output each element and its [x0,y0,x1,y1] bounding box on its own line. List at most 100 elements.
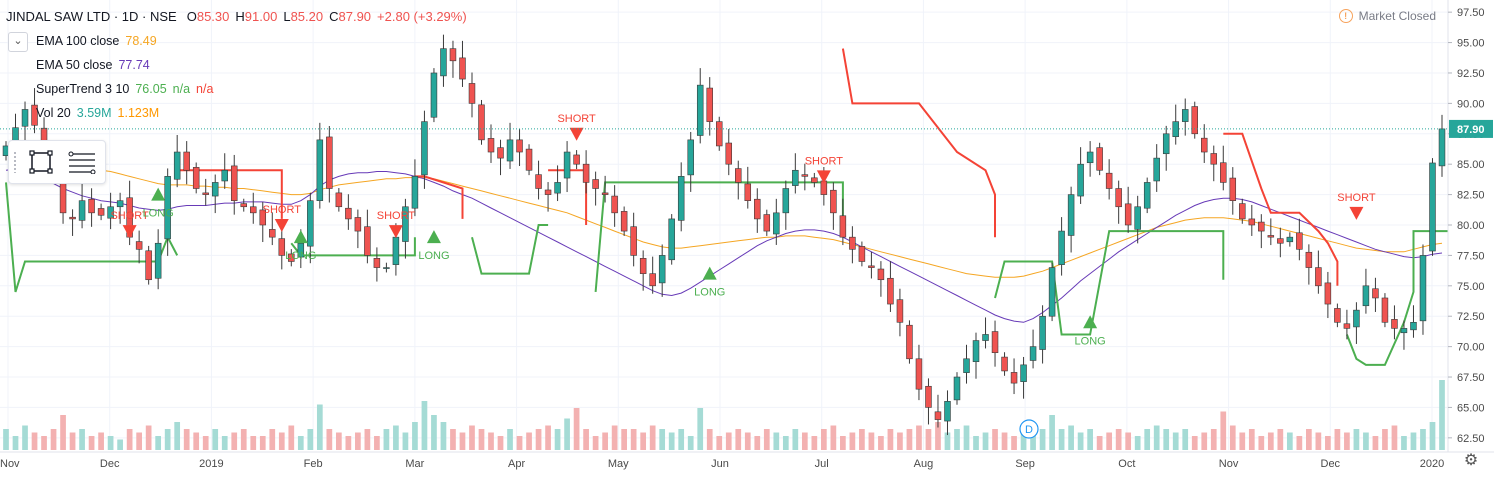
symbol-title[interactable]: JINDAL SAW LTD · 1D · NSE [6,9,177,24]
candle [839,198,847,246]
legend-volume[interactable]: Vol 20 3.59M 1.123M [36,107,165,120]
candle-body [744,183,752,201]
volume-bar [1286,432,1293,450]
candle [345,194,352,230]
candle-body [288,253,295,262]
candle-body [1010,372,1018,384]
market-status[interactable]: ! Market Closed [1338,9,1436,23]
volume-bar [1382,429,1388,450]
candle [354,209,362,249]
legend-ema50[interactable]: EMA 50 close 77.74 [36,59,156,72]
candle [221,153,228,189]
volume-bar [773,432,780,450]
candle [468,72,476,118]
price-axis[interactable]: 62.50 65.00 67.50 70.00 72.50 75.00 77.50 80.00… [1447,0,1494,474]
time-tick-label: Apr [508,458,525,470]
candle-body [1334,308,1341,323]
candle [278,227,286,270]
candle [135,230,143,264]
candle [145,245,152,285]
volume-bar [1096,436,1103,450]
price-tick-label: 80.00 [1457,220,1485,232]
time-tick-label: May [608,458,629,470]
candle-body [97,208,105,216]
candle-body [1191,106,1198,135]
volume-bar [1144,429,1151,450]
candle [1286,232,1294,247]
ema50-line [5,168,1443,323]
drag-handle-icon[interactable] [13,151,17,173]
candle [849,226,856,264]
candle [183,141,190,185]
time-tick-label: Dec [100,458,120,470]
volume-bar [1296,436,1303,450]
volume-bar [611,425,618,450]
legend-ema100[interactable]: EMA 100 close 78.49 [36,35,163,48]
time-tick-label: 2019 [199,458,223,470]
volume-bar [136,432,142,450]
legend-supertrend[interactable]: SuperTrend 3 10 76.05 n/a n/a [36,83,219,96]
volume-bar [535,429,542,450]
candle [478,99,485,145]
price-tick-label: 67.50 [1457,372,1485,384]
collapse-legend-button[interactable]: ⌄ [8,32,28,52]
volume-bar [678,429,685,450]
candle-body [801,174,809,177]
ohlc-open-label: O [186,9,197,24]
volume-bar [1334,429,1341,450]
candle [192,162,200,194]
ema100-line [6,151,1443,278]
volume-value-1: 3.59M [76,106,112,120]
volume-bar [1210,429,1217,450]
candle-body [164,176,171,240]
market-status-label: Market Closed [1358,9,1436,23]
symbol-header: JINDAL SAW LTD · 1D · NSE O 85.30 H 91.0… [6,10,473,23]
candle-body [1267,235,1275,238]
candle-body [525,148,533,171]
price-tick-label: 85.00 [1457,159,1485,171]
candle-body [1362,285,1370,307]
candle-body [563,151,571,179]
volume-bar [231,432,238,450]
volume-bar [716,436,723,450]
candle-body [335,192,343,208]
price-tick-label: 72.50 [1457,311,1485,323]
time-tick-label: Nov [1219,458,1239,470]
volume-bar [1030,432,1036,450]
rectangle-tool-icon[interactable] [29,150,53,174]
candle-body [392,236,400,265]
dividend-marker[interactable]: D [1019,419,1039,439]
candle [1210,145,1218,182]
candle-body [906,324,913,360]
volume-bar [1125,432,1132,450]
candle [896,288,904,337]
candle [1362,268,1370,314]
gear-icon[interactable]: ⚙ [1463,452,1479,469]
volume-bar [630,429,637,450]
candle-body [658,255,666,284]
candle [1391,305,1398,340]
candles[interactable] [2,34,1446,436]
candle [164,168,171,256]
ohlc-low-value: 85.20 [290,9,324,24]
time-tick-label: Feb [304,458,323,470]
horizontal-lines-tool-icon[interactable] [67,150,97,174]
volume-bar [973,436,979,450]
ema50-name: EMA 50 close [36,58,113,72]
candle-body [601,192,609,195]
candle [639,250,647,291]
volume-bar [107,436,114,450]
short-signal-label: SHORT [805,155,844,167]
candle-body [211,182,219,197]
volume-bar [592,436,599,450]
volume-bar [1401,436,1407,450]
time-axis[interactable]: Nov Dec 2019 Feb Mar Apr May Jun Jul Aug Sep Oct Nov… [0,451,1494,474]
candle-body [1105,172,1113,189]
candle-body [706,87,713,122]
change-value: +2.80 (+3.29%) [377,9,467,24]
volume-bar [193,432,200,450]
volume-bar [687,436,694,450]
volume-bar [69,432,76,450]
